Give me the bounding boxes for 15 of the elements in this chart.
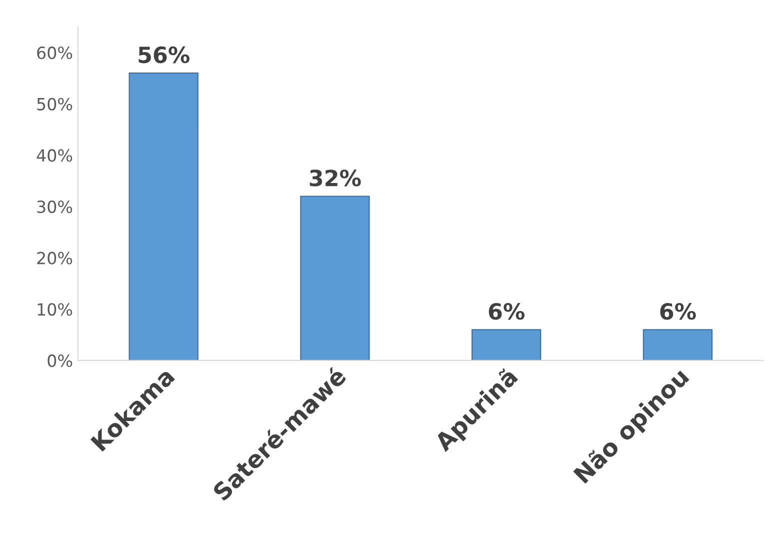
bar <box>472 329 542 360</box>
data-label: 56% <box>138 46 190 64</box>
y-tick-label: 40% <box>36 149 72 162</box>
data-label: 6% <box>660 303 696 320</box>
y-tick-label: 20% <box>37 252 72 264</box>
bar <box>128 72 198 360</box>
y-tick-label: 0% <box>48 354 72 368</box>
y-tick-label: 60% <box>37 46 72 60</box>
data-label: 6% <box>488 303 525 320</box>
data-label: 32% <box>310 170 361 186</box>
bar <box>300 196 370 360</box>
y-tick-label: 10% <box>38 303 72 316</box>
bar <box>642 329 713 360</box>
y-tick-label: 30% <box>37 200 72 214</box>
y-tick-label: 50% <box>37 98 72 110</box>
